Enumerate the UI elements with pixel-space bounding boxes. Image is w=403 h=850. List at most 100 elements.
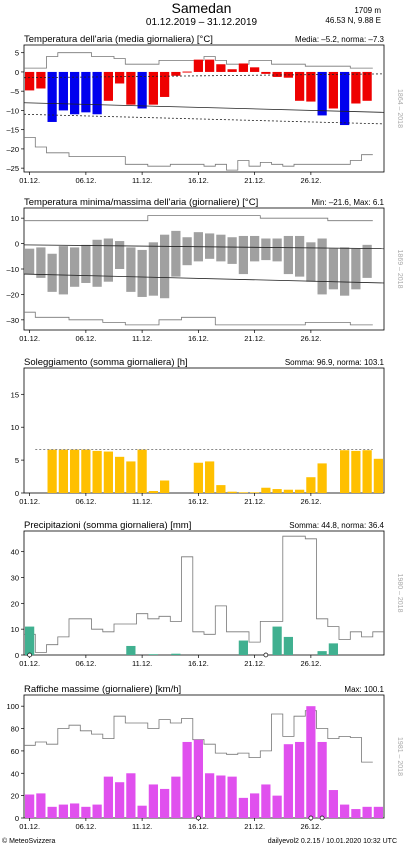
panel1-bar: [272, 71, 282, 77]
panel1-bar: [81, 71, 91, 113]
panel3-bar: [238, 492, 248, 493]
panel2-record-max-line: [24, 215, 373, 222]
panel3-xtick-label: 16.12.: [188, 497, 209, 506]
panel3-ytick-label: 5: [15, 456, 19, 465]
panel2-bar: [47, 253, 57, 292]
panel4-record-max-line: [24, 535, 384, 653]
panel4-xtick-label: 16.12.: [188, 659, 209, 668]
panel1-bar: [182, 71, 192, 73]
panel2-bar: [283, 235, 293, 275]
panel1-bar: [216, 64, 226, 72]
panel2-xtick-label: 06.12.: [75, 334, 96, 343]
panel5-bar: [58, 804, 68, 818]
panel4-bar: [171, 653, 181, 655]
panel2-ytick-label: –30: [6, 316, 19, 325]
panel4-marker: [263, 652, 269, 658]
panel3-bar: [58, 449, 68, 493]
station-coordinates: 46.53 N, 9.88 E: [325, 16, 381, 25]
panel3-ytick-label: 0: [15, 489, 19, 498]
panel1-xtick-label: 26.12.: [300, 176, 321, 185]
panel4-ytick-label: 10: [11, 625, 19, 634]
panel1-xtick-label: 16.12.: [188, 176, 209, 185]
panel1-bar: [25, 71, 35, 91]
panel5-xtick-label: 11.12.: [132, 822, 152, 831]
panel5-bar: [126, 773, 136, 818]
panel2-stats: Min: –21.6, Max: 6.1: [312, 198, 385, 207]
panel1-bar: [306, 71, 316, 102]
panel3-xtick-label: 06.12.: [75, 497, 96, 506]
panel4-frame: [23, 530, 385, 656]
panel4-stats: Somma: 44.8, norma: 36.4: [289, 521, 384, 530]
panel4-bar: [283, 636, 293, 655]
panel3-bar: [272, 489, 282, 493]
panel1-bar: [317, 71, 327, 116]
panel5-xtick-label: 16.12.: [188, 822, 209, 831]
panel2-bar: [182, 237, 192, 266]
panel2-normal-max-line: [23, 244, 385, 250]
panel3-bar: [160, 480, 170, 493]
panel1-bar: [328, 71, 338, 109]
panel4-xtick-label: 11.12.: [132, 659, 152, 668]
panel5-bar: [306, 706, 316, 818]
panel2-bar: [351, 248, 361, 290]
panel2-bar: [58, 246, 68, 295]
panel1-band-lower: [23, 113, 385, 125]
panel3-xtick-label: 01.12.: [19, 497, 40, 506]
panel3-ytick-label: 10: [11, 423, 19, 432]
panel1-title: Temperatura dell'aria (media giornaliera…: [24, 34, 213, 45]
panel3-bar: [205, 461, 215, 493]
panel5-xtick-label: 26.12.: [300, 822, 321, 831]
panel1-period: 1864 – 2018: [396, 89, 403, 128]
panel5-bar: [92, 804, 102, 818]
panel2-period: 1869 – 2018: [396, 250, 403, 289]
panel1-ytick-label: –20: [6, 145, 19, 154]
panel2-bar: [238, 235, 248, 275]
panel5-marker: [319, 815, 325, 821]
panel2-bar: [81, 244, 91, 283]
panel2-bar: [36, 247, 46, 278]
footer-copyright: © MeteoSvizzera: [2, 838, 56, 845]
panel3-bar: [115, 456, 125, 493]
panel3-bar: [126, 461, 136, 493]
panel1-frame: [23, 44, 385, 173]
panel1-record-max-line: [24, 52, 373, 69]
panel2-bar: [261, 238, 271, 261]
panel2-bar: [160, 234, 170, 299]
panel4-xtick-label: 06.12.: [75, 659, 96, 668]
panel4-title: Precipitazioni (somma giornaliera) [mm]: [24, 520, 191, 531]
panel3-xtick-label: 26.12.: [300, 497, 321, 506]
panel2-title: Temperatura minima/massima dell'aria (gi…: [24, 197, 258, 208]
panel1-ytick-label: –25: [6, 164, 19, 173]
panel2-bar: [250, 235, 260, 262]
panel5-bar: [283, 744, 293, 818]
panel5-bar: [205, 773, 215, 818]
panel2-bar: [216, 234, 226, 262]
panel5-bar: [70, 803, 80, 818]
panel1-bar: [250, 67, 260, 72]
panel3-bar: [70, 449, 80, 493]
panel2-xtick-label: 01.12.: [19, 334, 40, 343]
panel2-bar: [340, 247, 350, 296]
panel5-ytick-label: 40: [11, 769, 19, 778]
panel4-bar: [328, 643, 338, 655]
panel5-bar: [148, 784, 158, 818]
panel2-bar: [92, 239, 102, 287]
panel3-bar: [261, 487, 271, 493]
panel3-stats: Somma: 96.9, norma: 103.1: [285, 358, 385, 367]
panel1-bar: [115, 71, 125, 84]
panel1-bar: [238, 63, 248, 72]
panel2-bar: [295, 235, 305, 277]
panel3-frame: [23, 367, 385, 494]
panel1-band-upper: [23, 73, 385, 79]
panel1-record-min-line: [24, 137, 373, 171]
panel4-bar: [238, 640, 248, 655]
panel5-bar: [351, 809, 361, 818]
panel4-bar: [126, 645, 136, 655]
panel2-bar: [317, 238, 327, 295]
panel3-bar: [193, 462, 203, 493]
footer-version: dailyevol2 0.2.15 / 10.01.2020 10:32 UTC: [267, 838, 397, 845]
panel5-title: Raffiche massime (giornaliere) [km/h]: [24, 684, 181, 695]
panel2-bar: [272, 238, 282, 262]
panel5-bar: [227, 776, 237, 818]
panel2-bar: [103, 238, 113, 282]
